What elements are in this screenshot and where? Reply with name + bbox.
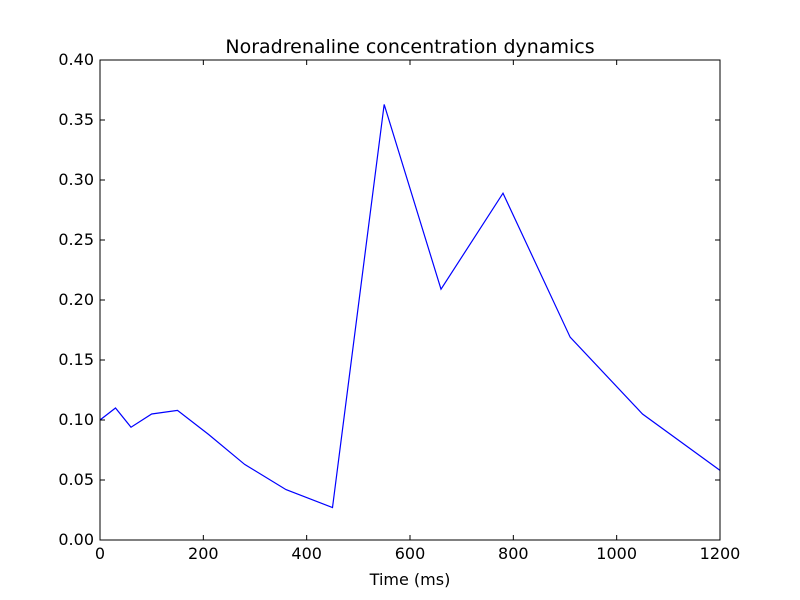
x-tick-label: 200 <box>188 544 219 563</box>
y-tick-label: 0.10 <box>58 410 94 429</box>
y-tick-label: 0.15 <box>58 350 94 369</box>
x-tick-label: 600 <box>395 544 426 563</box>
x-tick-label: 400 <box>291 544 322 563</box>
y-tick-label: 0.30 <box>58 170 94 189</box>
plot-frame <box>99 59 721 541</box>
x-tick-label: 0 <box>95 544 105 563</box>
x-tick-label: 800 <box>498 544 529 563</box>
series-line-0 <box>99 104 721 509</box>
plot-area: 0 200 400 600 800 1000 1200 0.00 0.05 0.10 0.15 0.2… <box>58 50 740 563</box>
y-tick-label: 0.40 <box>58 50 94 69</box>
x-tick-label: 1000 <box>596 544 637 563</box>
x-axis-title: Time (ms) <box>369 570 451 589</box>
y-tick-label: 0.00 <box>58 530 94 549</box>
y-tick-label: 0.20 <box>58 290 94 309</box>
y-tick-label: 0.05 <box>58 470 94 489</box>
y-tick-label: 0.35 <box>58 110 94 129</box>
y-tick-label: 0.25 <box>58 230 94 249</box>
x-tick-label: 1200 <box>700 544 741 563</box>
chart-title: Noradrenaline concentration dynamics <box>225 36 594 58</box>
